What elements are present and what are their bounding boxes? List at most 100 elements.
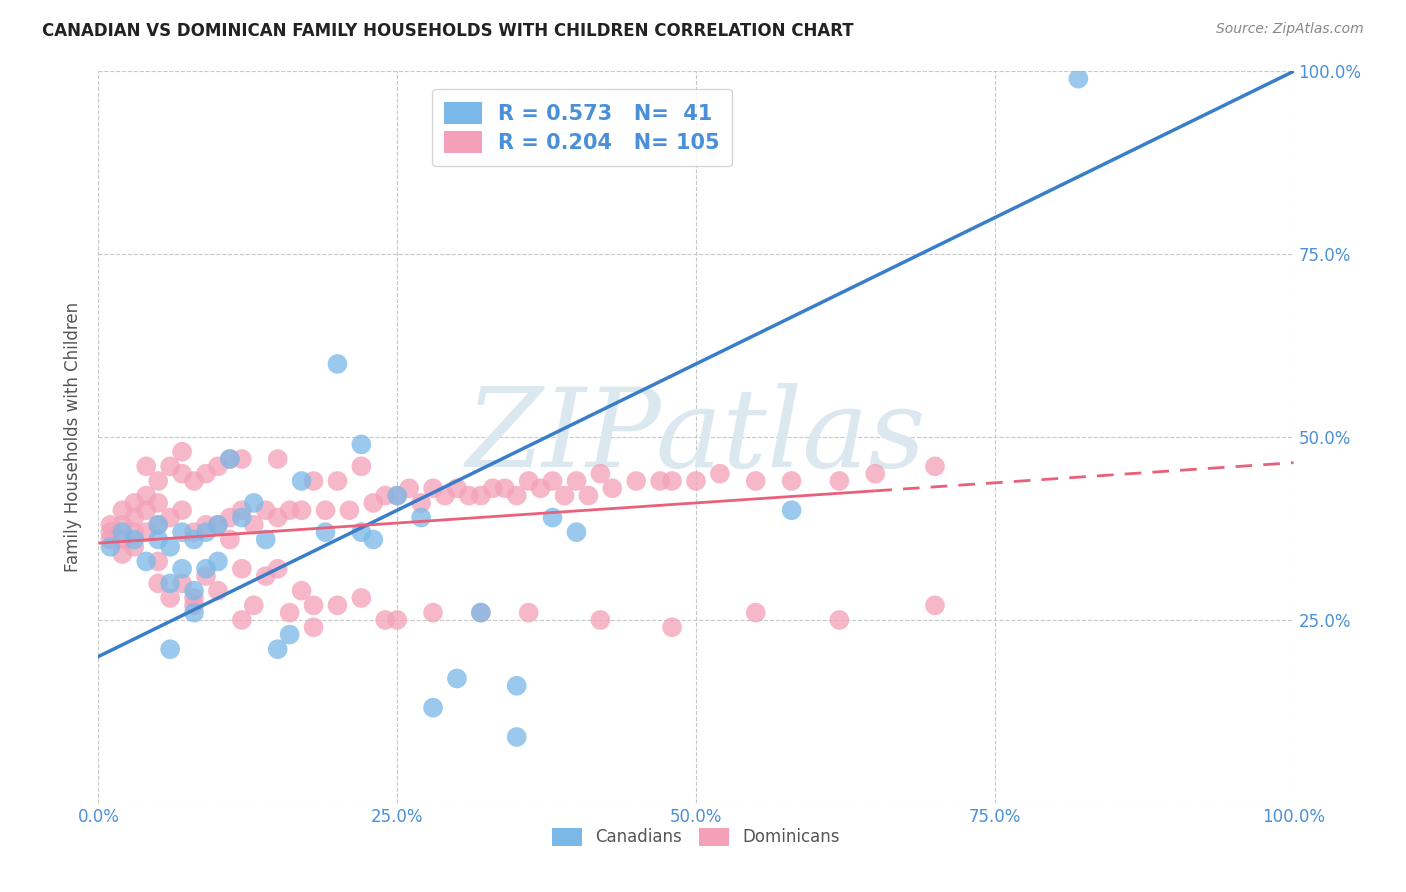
Point	[231, 613, 253, 627]
Point	[422, 481, 444, 495]
Point	[183, 525, 205, 540]
Point	[685, 474, 707, 488]
Point	[231, 452, 253, 467]
Point	[207, 459, 229, 474]
Point	[565, 525, 588, 540]
Point	[565, 474, 588, 488]
Point	[446, 672, 468, 686]
Point	[745, 606, 768, 620]
Point	[326, 357, 349, 371]
Point	[434, 489, 457, 503]
Point	[111, 525, 134, 540]
Point	[661, 620, 683, 634]
Point	[195, 467, 218, 481]
Point	[207, 554, 229, 568]
Point	[183, 591, 205, 605]
Point	[470, 606, 492, 620]
Point	[172, 576, 194, 591]
Point	[554, 489, 576, 503]
Point	[124, 510, 146, 524]
Point	[172, 444, 194, 458]
Point	[254, 533, 277, 547]
Point	[602, 481, 624, 495]
Point	[661, 474, 683, 488]
Point	[195, 517, 218, 532]
Point	[363, 496, 385, 510]
Point	[111, 547, 134, 561]
Point	[458, 489, 481, 503]
Point	[219, 452, 242, 467]
Point	[172, 467, 194, 481]
Point	[302, 474, 325, 488]
Point	[159, 576, 181, 591]
Text: Source: ZipAtlas.com: Source: ZipAtlas.com	[1216, 22, 1364, 37]
Point	[578, 489, 600, 503]
Point	[219, 452, 242, 467]
Point	[828, 474, 851, 488]
Point	[219, 533, 242, 547]
Point	[243, 496, 266, 510]
Point	[124, 533, 146, 547]
Point	[541, 474, 564, 488]
Point	[350, 437, 373, 451]
Point	[422, 606, 444, 620]
Point	[315, 525, 337, 540]
Point	[98, 525, 122, 540]
Point	[865, 467, 887, 481]
Text: CANADIAN VS DOMINICAN FAMILY HOUSEHOLDS WITH CHILDREN CORRELATION CHART: CANADIAN VS DOMINICAN FAMILY HOUSEHOLDS …	[42, 22, 853, 40]
Point	[195, 562, 218, 576]
Y-axis label: Family Households with Children: Family Households with Children	[65, 302, 83, 572]
Point	[385, 489, 409, 503]
Point	[243, 517, 266, 532]
Point	[135, 554, 157, 568]
Point	[231, 510, 253, 524]
Point	[148, 517, 170, 532]
Point	[98, 540, 122, 554]
Point	[183, 583, 205, 598]
Point	[924, 459, 946, 474]
Point	[398, 481, 420, 495]
Point	[267, 642, 290, 657]
Point	[148, 517, 170, 532]
Point	[195, 569, 218, 583]
Point	[148, 474, 170, 488]
Point	[267, 452, 290, 467]
Point	[506, 489, 529, 503]
Point	[517, 606, 540, 620]
Point	[278, 503, 301, 517]
Point	[172, 503, 194, 517]
Point	[326, 599, 349, 613]
Point	[302, 599, 325, 613]
Point	[183, 474, 205, 488]
Point	[159, 459, 181, 474]
Point	[506, 679, 529, 693]
Point	[470, 489, 492, 503]
Point	[589, 467, 612, 481]
Point	[207, 517, 229, 532]
Point	[291, 583, 314, 598]
Point	[231, 503, 253, 517]
Point	[326, 474, 349, 488]
Point	[135, 459, 157, 474]
Point	[135, 489, 157, 503]
Point	[159, 642, 181, 657]
Point	[648, 474, 672, 488]
Point	[745, 474, 768, 488]
Point	[828, 613, 851, 627]
Point	[1067, 71, 1090, 86]
Point	[98, 533, 122, 547]
Point	[159, 510, 181, 524]
Point	[98, 517, 122, 532]
Point	[385, 489, 409, 503]
Point	[541, 510, 564, 524]
Point	[267, 562, 290, 576]
Point	[411, 510, 433, 524]
Point	[124, 496, 146, 510]
Point	[111, 503, 134, 517]
Point	[517, 474, 540, 488]
Point	[135, 503, 157, 517]
Point	[470, 606, 492, 620]
Point	[302, 620, 325, 634]
Point	[148, 576, 170, 591]
Point	[350, 591, 373, 605]
